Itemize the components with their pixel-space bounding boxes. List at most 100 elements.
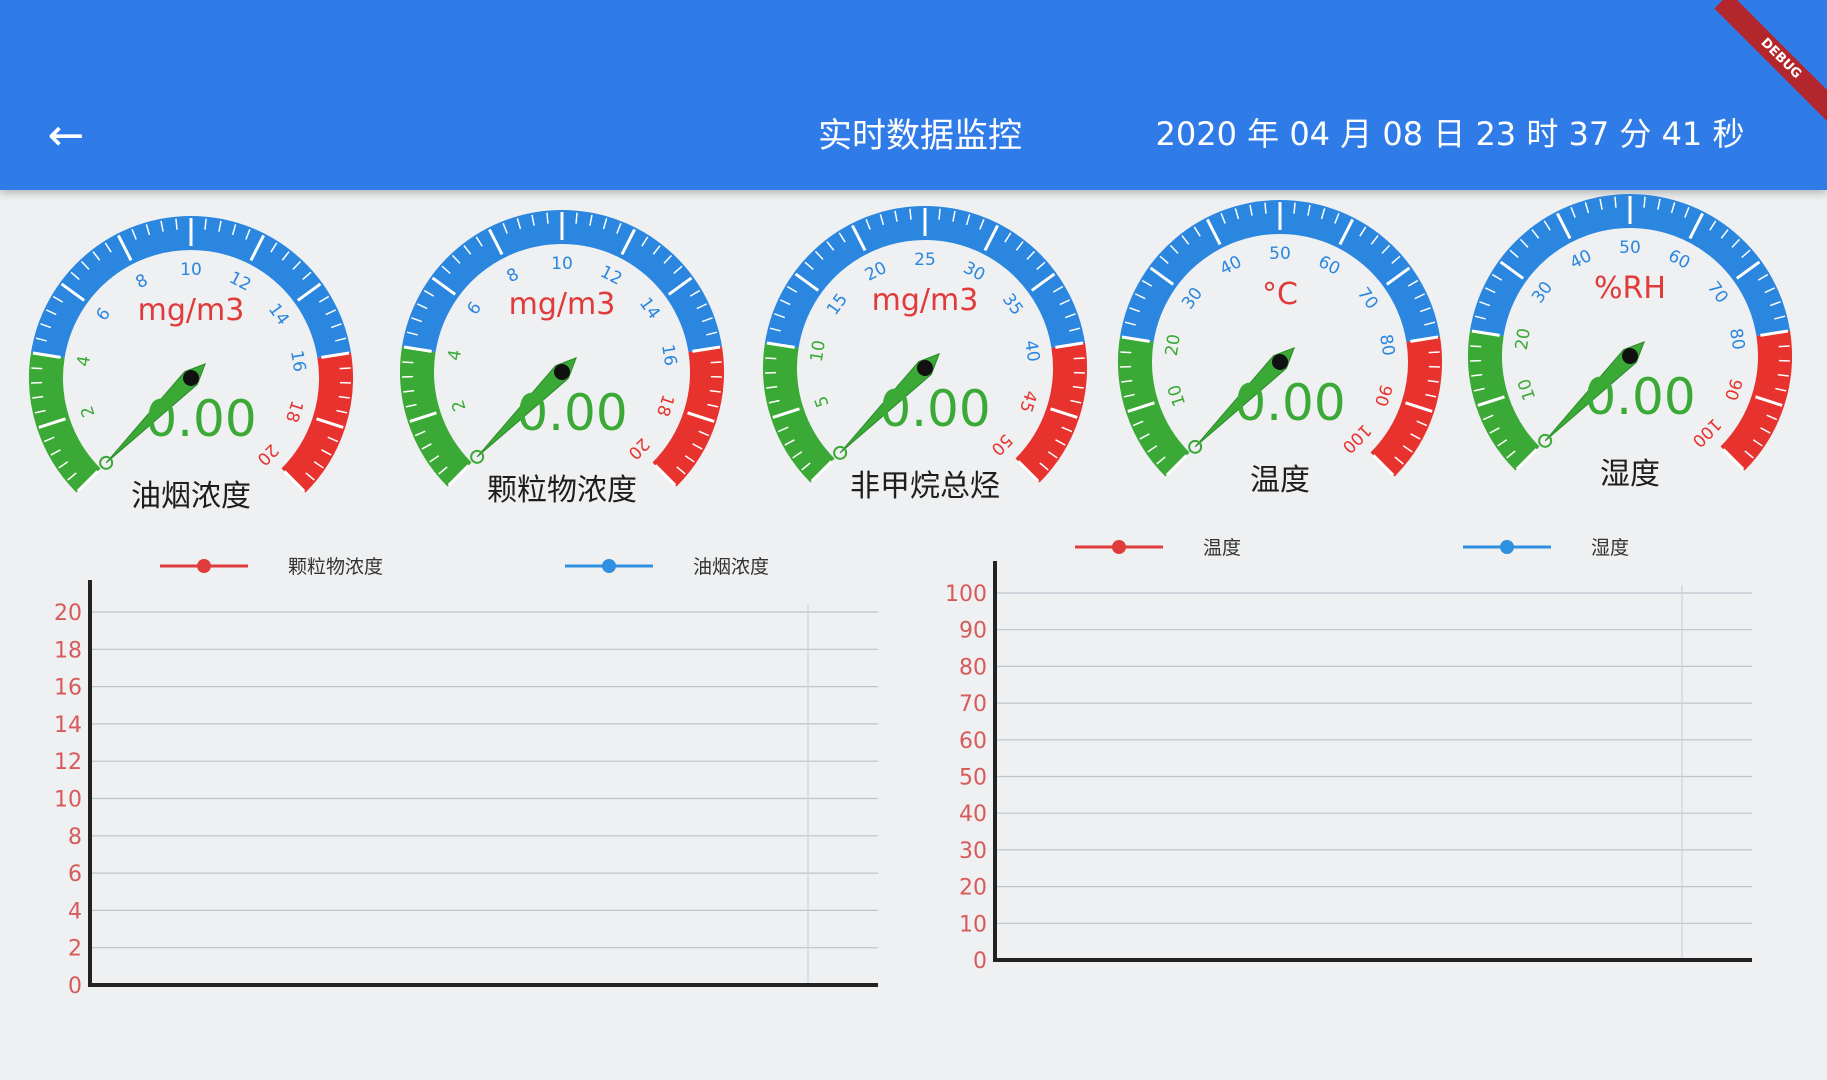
gauge-tick: [245, 228, 251, 240]
y-tick-label: 14: [54, 713, 82, 738]
gauge-tick: [502, 222, 508, 234]
gauge-tick: [1402, 445, 1413, 453]
y-tick-label: 12: [54, 750, 82, 775]
gauge-tick: [1471, 373, 1483, 377]
gauge-tick: [1473, 387, 1485, 392]
gauge-tick: [1755, 395, 1783, 407]
gauge-value: 0.00: [1234, 374, 1345, 432]
gauge-tick: [804, 261, 814, 271]
gauge-value: 0.00: [879, 380, 990, 438]
gauge-tick: [1407, 279, 1419, 287]
gauge-value: 0.00: [1584, 368, 1695, 426]
gauge-tick: [673, 265, 683, 275]
gauge-tick: [32, 351, 61, 359]
gauge-pivot: [183, 370, 199, 386]
gauge-tick: [1047, 451, 1058, 459]
gauge-tick: [402, 361, 414, 364]
gauge-tick: [1428, 351, 1440, 354]
gauge-tick: [52, 295, 64, 303]
gauge-tick: [1124, 321, 1136, 326]
y-tick-label: 20: [54, 601, 82, 626]
gauge-tick: [1720, 229, 1729, 239]
gauge-tick: [1026, 250, 1036, 260]
gauge-tick: [1121, 379, 1133, 383]
line-chart: 颗粒物浓度 油烟浓度 0 2 4 6 8 10 12 14 16 18 20: [54, 556, 878, 999]
gauge-tick: [58, 461, 69, 469]
gauge-unit: °C: [1262, 277, 1298, 312]
gauge-tick: [117, 234, 133, 262]
gauge-tick-label: 10: [551, 254, 573, 274]
gauge-tick: [1372, 454, 1395, 477]
gauge-tick: [32, 395, 44, 399]
legend-marker: [1112, 540, 1126, 554]
gauge-tick: [1735, 260, 1761, 280]
gauge-tick: [1778, 345, 1790, 348]
gauge-tick: [431, 276, 457, 296]
gauge-tick: [45, 309, 57, 316]
gauge-pivot: [1272, 354, 1288, 370]
gauge-tick-label: 20: [1512, 327, 1535, 352]
gauge-label: 温度: [1250, 463, 1310, 498]
gauge-tick: [1599, 198, 1603, 210]
gauge-tick: [316, 417, 344, 429]
gauge-tick: [1764, 287, 1776, 294]
gauge-tick-label: 4: [74, 354, 95, 368]
gauge-tick: [305, 472, 315, 481]
gauge-tick: [531, 214, 535, 226]
gauge-tick: [1334, 212, 1340, 224]
gauge-tick: [1070, 399, 1082, 404]
gauge-tick: [696, 303, 708, 310]
gauge-tick: [1120, 351, 1132, 354]
gauge-tick: [909, 208, 912, 220]
gauge-tick: [1069, 327, 1081, 332]
gauge-tick: [769, 327, 781, 332]
gauge-tick: [336, 409, 348, 414]
gauge-tick: [689, 289, 701, 297]
gauge-tick: [447, 464, 470, 487]
gauge-tick: [1752, 439, 1763, 447]
gauge-tick: [1425, 393, 1437, 398]
gauge-tick: [1127, 401, 1155, 413]
gauge-tick: [1036, 261, 1046, 271]
gauge-tick: [429, 455, 440, 463]
gauge-tick: [1741, 249, 1751, 259]
gauge-tick: [1427, 379, 1439, 383]
gauge-tick: [1391, 255, 1401, 265]
gauge-tick: [1766, 414, 1778, 421]
gauge-tick-label: 16: [286, 349, 309, 374]
gauge-tick: [423, 289, 435, 297]
gauge-tick: [204, 218, 207, 230]
gauge-tick: [979, 218, 985, 230]
gauge-tick: [1497, 439, 1508, 447]
gauge-tick: [1688, 212, 1704, 240]
gauge-tick: [1123, 393, 1135, 398]
y-tick-label: 70: [959, 692, 987, 717]
gauge-tick: [1684, 206, 1690, 218]
gauge-tick: [865, 218, 871, 230]
arrow-left-icon[interactable]: ←: [47, 110, 85, 161]
gauge-tick: [1760, 427, 1771, 434]
gauge-tick: [1381, 244, 1391, 254]
gauge-tick: [405, 403, 417, 408]
gauge-tick: [50, 449, 61, 456]
gauge-tick: [1477, 395, 1505, 407]
y-tick-label: 6: [68, 862, 82, 887]
gauge-tick: [1181, 235, 1190, 245]
gauge-tick: [1338, 218, 1354, 246]
gauge-tick: [327, 436, 339, 443]
gauge-tick: [766, 341, 795, 349]
y-tick-label: 30: [959, 839, 987, 864]
gauge-tick: [321, 351, 350, 359]
gauge-tick: [1206, 218, 1222, 246]
gauge-tick: [313, 461, 324, 469]
gauge-tick: [475, 236, 483, 247]
gauge-tick: [1509, 249, 1519, 259]
gauge-tick-label: 80: [1375, 333, 1398, 358]
gauge-tick: [1491, 273, 1503, 281]
gauge-tick: [292, 260, 302, 270]
gauge-tick: [1017, 460, 1040, 483]
gauge-tick: [516, 218, 522, 230]
gauge-tick: [546, 212, 549, 224]
gauge-tick: [1471, 329, 1500, 337]
